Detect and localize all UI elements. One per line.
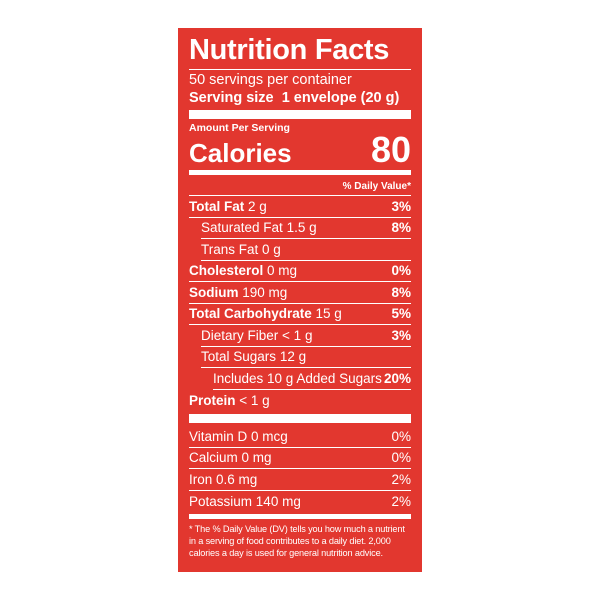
vitamin-row: Potassium 140 mg 2% [189,491,411,513]
nutrient-row: Total Carbohydrate 15 g 5% [189,304,411,325]
divider [189,514,411,519]
amount-per-serving: Amount Per Serving [189,122,290,134]
vitamin-row: Iron 0.6 mg 2% [189,469,411,491]
footnote: * The % Daily Value (DV) tells you how m… [189,524,405,558]
nutrition-label: Nutrition Facts 50 servings per containe… [178,28,422,572]
nutrient-row: Saturated Fat 1.5 g 8% [201,218,411,239]
vitamin-dv: 2% [391,471,411,487]
nutrient-amount: 0 mg [267,263,298,279]
added-sugars: Includes 10 g Added Sugars [213,370,382,386]
nutrient-amount: 0 g [262,241,281,257]
dv-header: % Daily Value* [189,178,411,196]
nutrient-name: Saturated Fat [201,220,283,236]
calories-label: Calories [189,138,292,168]
nutrient-amount: 2 g [248,198,267,214]
nutrient-row: Dietary Fiber < 1 g 3% [201,325,411,347]
vitamin-amount: 0 mcg [251,428,288,444]
nutrient-name: Total Sugars [201,349,277,365]
nutrient-dv: 3% [391,327,411,343]
nutrient-amount: 1.5 g [286,220,317,236]
divider [189,170,411,175]
nutrient-row: Includes 10 g Added Sugars 20% [213,368,411,390]
divider [189,69,411,70]
vitamin-amount: 0 mg [241,450,272,466]
vitamin-amount: 0.6 mg [216,471,258,487]
serving-size-label: Serving size [189,90,274,106]
serving-size: Serving size 1 envelope (20 g) [189,89,411,107]
vitamin-row: Vitamin D 0 mcg 0% [189,426,411,448]
nutrient-amount: 15 g [315,306,342,322]
nutrient-amount: 190 mg [242,284,288,300]
calories: Calories 80 [189,129,411,170]
nutrient-dv: 3% [391,198,411,214]
vitamin-amount: 140 mg [255,493,301,509]
thick-divider [189,414,411,423]
vitamin-dv: 0% [391,450,411,466]
nutrient-amount: < 1 g [282,327,313,343]
nutrient-name: Cholesterol [189,263,264,279]
nutrient-row: Total Sugars 12 g [201,347,411,368]
nutrient-dv: 0% [391,263,411,279]
nutrient-dv: 5% [391,306,411,322]
nutrient-row: Total Fat 2 g 3% [189,196,411,218]
vitamin-row: Calcium 0 mg 0% [189,448,411,469]
nutrient-dv: 20% [383,370,411,386]
nutrient-row: Trans Fat 0 g [201,239,411,261]
vitamin-name: Potassium [189,493,253,509]
servings: 50 servings per container [189,72,352,88]
nutrient-name: Trans Fat [201,241,259,257]
calories-value: 80 [370,129,411,170]
thick-divider [189,110,411,119]
serving-size-value: 1 envelope (20 g) [281,90,400,106]
vitamin-dv: 0% [391,428,411,444]
nutrient-row: Sodium 190 mg 8% [189,282,411,304]
nutrient-amount: 12 g [279,349,307,365]
nutrient-name: Total Fat [189,198,245,214]
nutrient-amount: < 1 g [239,392,270,408]
nutrient-name: Protein [189,392,236,408]
vitamin-name: Vitamin D [189,428,248,444]
nutrient-name: Sodium [189,284,239,300]
nutrient-dv: 8% [391,284,411,300]
nutrient-dv: 8% [391,220,411,236]
nutrient-row: Cholesterol 0 mg 0% [189,261,411,282]
vitamin-name: Iron [189,471,213,487]
nutrient-name: Dietary Fiber [201,327,279,343]
title: Nutrition Facts [189,34,390,66]
nutrient-row: Protein < 1 g [189,390,411,412]
vitamin-name: Calcium [189,450,238,466]
vitamin-dv: 2% [391,493,411,509]
nutrient-name: Total Carbohydrate [189,306,312,322]
